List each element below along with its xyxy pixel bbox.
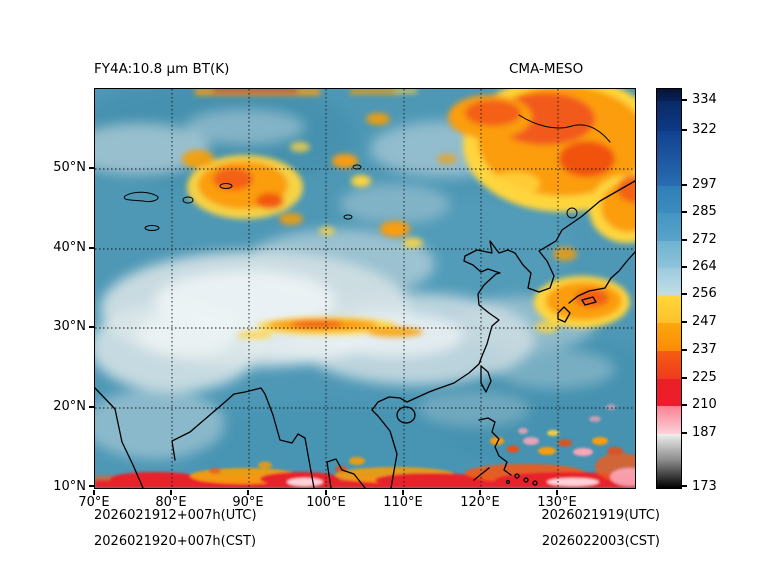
colorbar-tick [682, 239, 687, 241]
x-axis-tick [556, 490, 558, 495]
x-axis-tick [247, 490, 249, 495]
plot-title: FY4A:10.8 μm BT(K) [94, 61, 230, 77]
colorbar-tick-label: 187 [692, 425, 717, 440]
colorbar-tick [682, 184, 687, 186]
tropical-convection-layer [95, 404, 635, 488]
colorbar [656, 88, 682, 489]
init-time-utc: 2026021912+007h(UTC) [94, 508, 257, 523]
x-tick-label: 120°E [460, 495, 500, 510]
x-tick-label: 130°E [537, 495, 577, 510]
x-axis-tick [325, 490, 327, 495]
colorbar-tick [682, 377, 687, 379]
model-label: CMA-MESO [509, 61, 584, 77]
pale-cloud-layer [95, 109, 615, 459]
y-tick-label: 10°N [53, 479, 86, 494]
colorbar-tick-label: 264 [692, 259, 717, 274]
colorbar-tick-label: 272 [692, 232, 717, 247]
y-axis-tick [89, 406, 94, 408]
colorbar-tick [682, 99, 687, 101]
colorbar-tick [682, 211, 687, 213]
y-tick-label: 40°N [53, 240, 86, 255]
gridlines-layer [95, 89, 635, 488]
y-tick-label: 20°N [53, 399, 86, 414]
colorbar-tick-label: 285 [692, 204, 717, 219]
x-axis-tick [479, 490, 481, 495]
valid-time-utc: 2026021919(UTC) [541, 508, 660, 523]
coastlines-layer [95, 114, 635, 488]
colorbar-tick [682, 266, 687, 268]
colorbar-tick [682, 321, 687, 323]
colorbar-tick [682, 404, 687, 406]
colorbar-tick [682, 293, 687, 295]
y-tick-label: 30°N [53, 319, 86, 334]
y-axis-tick [89, 485, 94, 487]
map-canvas [95, 89, 635, 488]
colorbar-tick-label: 322 [692, 122, 717, 137]
x-tick-label: 80°E [155, 495, 187, 510]
x-axis-tick [402, 490, 404, 495]
colorbar-tick [682, 485, 687, 487]
colorbar-tick-label: 334 [692, 92, 717, 107]
colorbar-tick [682, 129, 687, 131]
y-axis-tick [89, 326, 94, 328]
colorbar-tick-label: 210 [692, 397, 717, 412]
colorbar-tick-label: 247 [692, 314, 717, 329]
x-axis-tick [93, 490, 95, 495]
y-axis-tick [89, 247, 94, 249]
y-tick-label: 50°N [53, 160, 86, 175]
x-tick-label: 100°E [306, 495, 346, 510]
colorbar-tick-label: 297 [692, 177, 717, 192]
valid-time-cst: 2026022003(CST) [541, 534, 660, 549]
cold-cloud-layer [182, 89, 635, 339]
x-tick-label: 90°E [232, 495, 264, 510]
colorbar-tick-label: 256 [692, 286, 717, 301]
colorbar-tick-label: 225 [692, 370, 717, 385]
colorbar-tick [682, 432, 687, 434]
y-axis-tick [89, 167, 94, 169]
init-time-cst: 2026021920+007h(CST) [94, 534, 257, 549]
colorbar-tick [682, 349, 687, 351]
colorbar-tick-label: 237 [692, 342, 717, 357]
x-axis-tick [170, 490, 172, 495]
x-tick-label: 110°E [383, 495, 423, 510]
x-tick-label: 70°E [78, 495, 110, 510]
colorbar-tick-label: 173 [692, 479, 717, 494]
map-plot-area [94, 88, 636, 489]
